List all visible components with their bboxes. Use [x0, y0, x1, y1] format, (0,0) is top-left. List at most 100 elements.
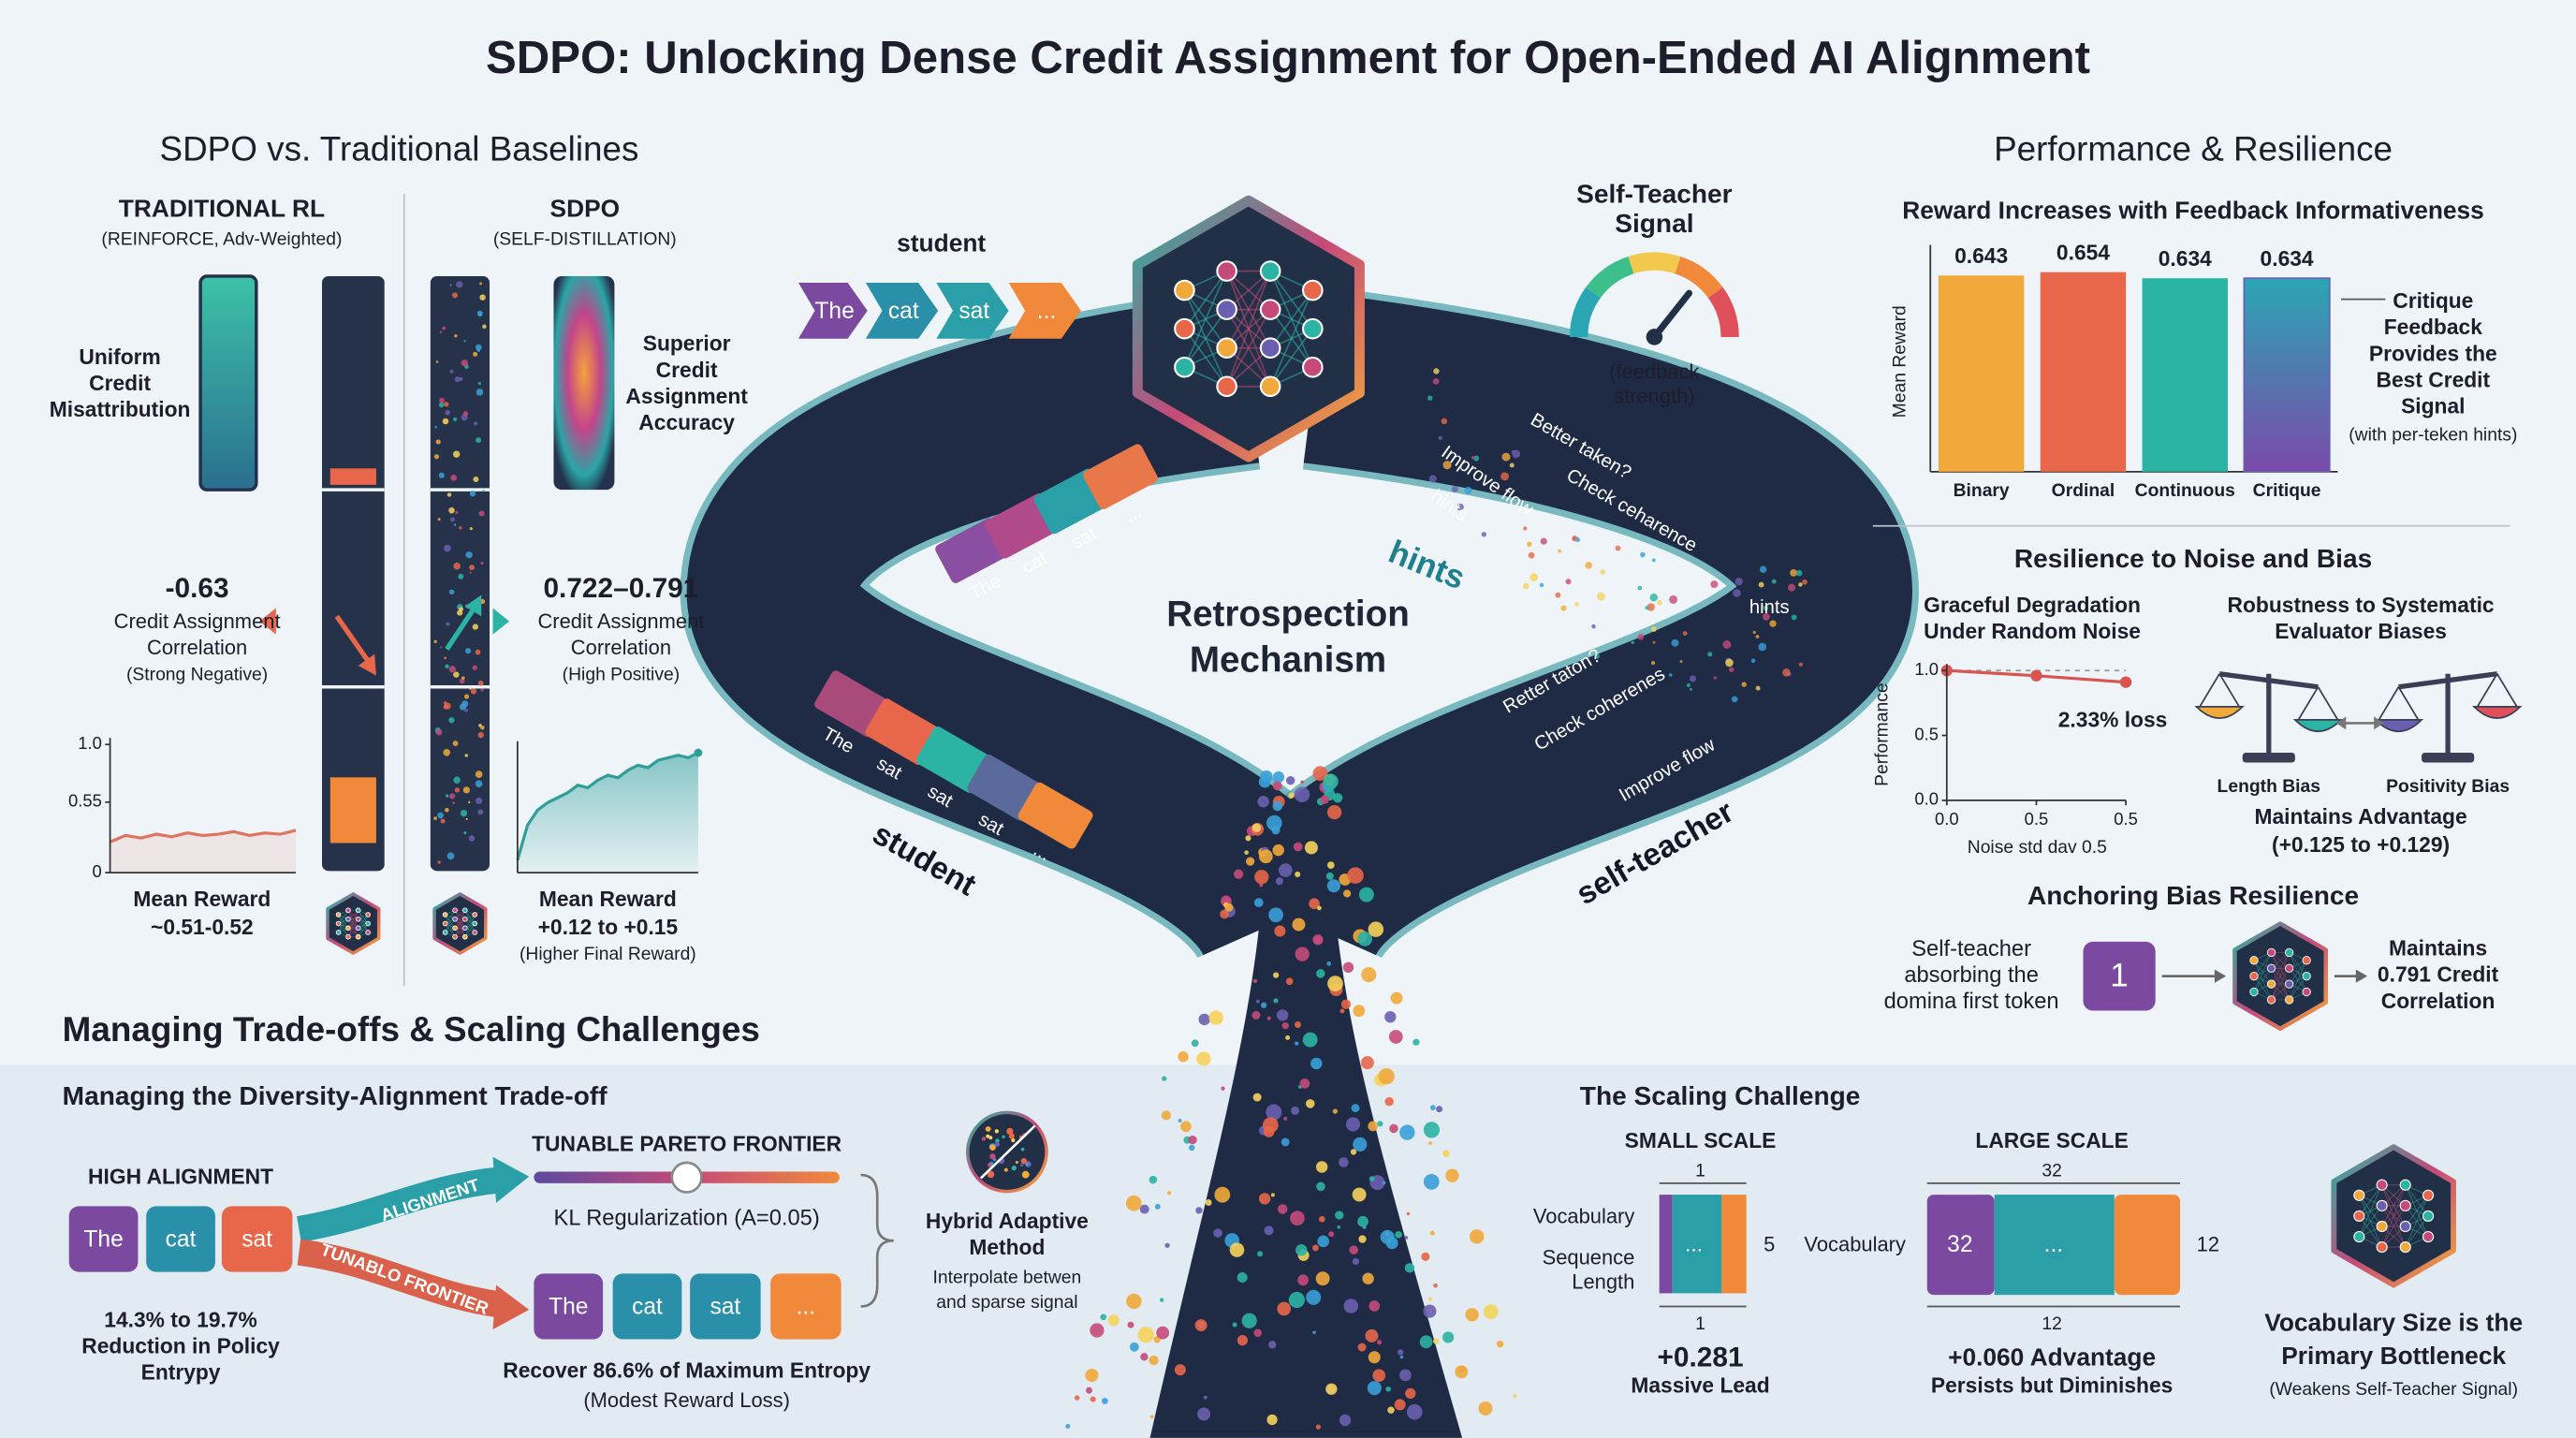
particle: [1343, 1299, 1359, 1313]
particle: [435, 360, 439, 363]
particle: [1316, 1181, 1325, 1192]
token-box: [221, 1206, 293, 1272]
particle: [456, 281, 463, 288]
network-node: [1174, 317, 1195, 340]
particle: [1352, 1257, 1359, 1266]
network-node: [345, 916, 351, 922]
scale-string: [2378, 686, 2400, 721]
center-signal-title: Self-Teacher: [1576, 179, 1733, 208]
network-node: [1216, 260, 1237, 282]
particle: [469, 527, 473, 531]
particle: [1750, 658, 1756, 664]
particle: [475, 344, 482, 351]
scaling-bottleneck: Primary Bottleneck: [2281, 1342, 2506, 1370]
particle: [444, 402, 449, 407]
network-node: [2376, 1241, 2388, 1254]
diversity-reduction: Entrypy: [141, 1359, 221, 1384]
particle: [1471, 456, 1475, 460]
particle: [437, 860, 441, 864]
token-chevron: [1008, 283, 1081, 339]
network-node: [2399, 1179, 2411, 1191]
particle: [1791, 614, 1797, 621]
particle: [1251, 823, 1262, 832]
particle: [1254, 870, 1269, 885]
network-node: [335, 920, 342, 927]
diversity-hybrid: Method: [969, 1235, 1045, 1259]
particle: [452, 292, 459, 299]
student-arm: [686, 293, 1360, 961]
particle: [1188, 1135, 1197, 1145]
particle: [1290, 1211, 1305, 1226]
particle: [1798, 662, 1803, 667]
particle: [474, 421, 478, 426]
particle: [1496, 1340, 1504, 1348]
particle: [1686, 682, 1691, 688]
bias-labels: Length Bias: [2217, 777, 2320, 797]
noise-ylabel: Performance: [1872, 682, 1892, 785]
pointer: [259, 608, 276, 635]
large-top: 32: [2042, 1162, 2061, 1181]
particle: [1178, 1119, 1182, 1123]
diversity-frontier-tokens: The: [549, 1295, 588, 1320]
network-edge: [2289, 960, 2307, 985]
arrow-head: [358, 653, 376, 676]
particle: [1333, 793, 1343, 803]
center-hints: hints: [1749, 597, 1790, 618]
particle: [1427, 1297, 1433, 1301]
particle: [1258, 1193, 1271, 1205]
particle: [453, 776, 461, 784]
value-label: 0.654: [2056, 240, 2110, 264]
particle: [1293, 842, 1303, 852]
particle: [1390, 991, 1403, 1005]
particle: [1384, 1011, 1397, 1023]
cell: [2114, 1195, 2181, 1296]
particle: [1203, 1395, 1208, 1400]
particle: [1020, 1147, 1025, 1152]
bias-title: Robustness to Systematic: [2228, 593, 2495, 617]
large-name: LARGE SCALE: [1975, 1128, 2128, 1152]
large-bottom: 12: [2042, 1314, 2061, 1334]
particle: [1263, 1117, 1279, 1134]
particle: [1384, 1096, 1394, 1107]
network-node: [365, 912, 371, 917]
particle: [1640, 551, 1646, 558]
traditional-subtitle: (REINFORCE, Adv-Weighted): [101, 229, 342, 249]
particle: [1652, 558, 1656, 563]
frontier-arrow: [297, 1239, 504, 1318]
particle: [1596, 592, 1605, 601]
particle: [1399, 1355, 1404, 1359]
particle: [1251, 1011, 1261, 1020]
large-cell: ...: [2044, 1232, 2063, 1257]
bar: [2142, 278, 2228, 472]
particle: [445, 409, 451, 416]
scale-base: [2242, 752, 2295, 763]
chart-annotation: Best Credit: [2377, 367, 2491, 391]
particle: [1523, 526, 1528, 531]
particle: [1319, 1215, 1325, 1223]
token-chevron: [865, 283, 939, 339]
particle: [1100, 1313, 1107, 1321]
particle: [1194, 1319, 1208, 1332]
particle: [1357, 1343, 1367, 1352]
particle: [1509, 462, 1515, 468]
particle: [445, 794, 449, 798]
particle: [1759, 565, 1767, 573]
particle: [1107, 1314, 1120, 1327]
particle: [1180, 1121, 1192, 1133]
particle: [1769, 620, 1777, 627]
particle: [469, 571, 472, 574]
small-side: 5: [1764, 1232, 1775, 1255]
particle: [439, 397, 446, 404]
network-node: [1259, 375, 1281, 398]
network-node: [2376, 1220, 2388, 1233]
particle: [459, 526, 462, 530]
network-node: [2353, 1210, 2365, 1222]
particle: [1002, 1135, 1005, 1138]
teacher-arm: [1220, 293, 1912, 961]
network-node: [2399, 1220, 2411, 1233]
particle: [1006, 1127, 1014, 1136]
particle: [1245, 835, 1251, 842]
particle: [1126, 1293, 1142, 1310]
particle: [1279, 863, 1293, 877]
gauge-arc: [1707, 286, 1739, 338]
